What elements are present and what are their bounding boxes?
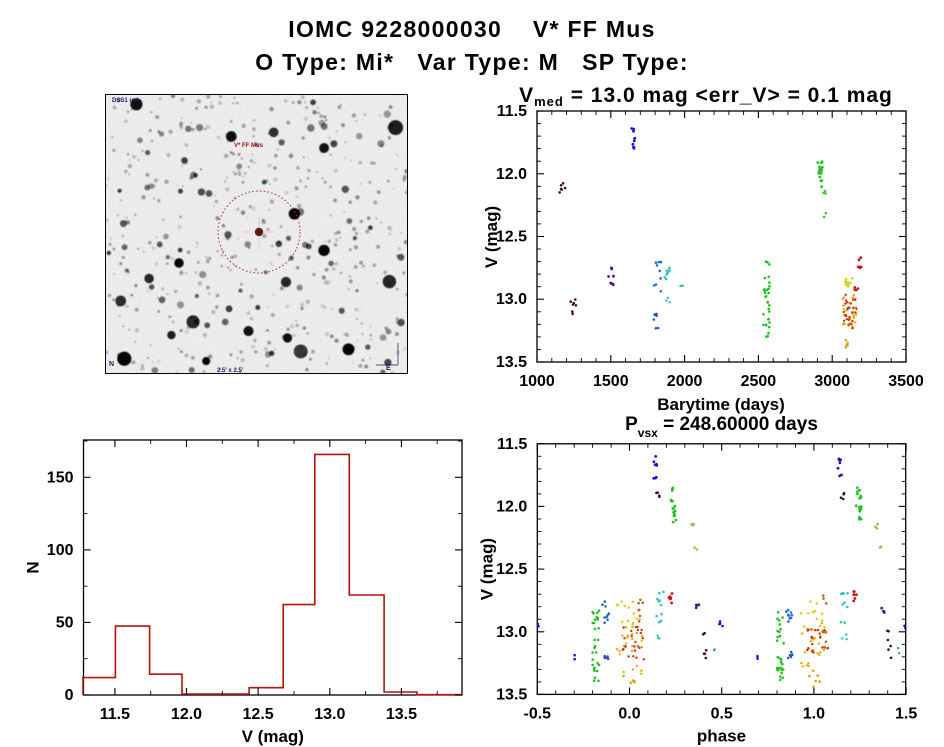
svg-text:12.5: 12.5 [243, 706, 274, 723]
svg-text:0.0: 0.0 [618, 705, 640, 722]
svg-text:12.0: 12.0 [171, 706, 202, 723]
svg-text:0: 0 [65, 687, 74, 704]
svg-text:2000: 2000 [667, 373, 703, 390]
svg-text:12.0: 12.0 [496, 498, 527, 515]
svg-text:100: 100 [47, 542, 74, 559]
svg-text:DSS1 red: DSS1 red [112, 98, 139, 104]
svg-text:12.5: 12.5 [496, 561, 527, 578]
svg-text:Barytime (days): Barytime (days) [657, 395, 785, 414]
svg-text:13.5: 13.5 [496, 686, 527, 703]
svg-text:3500: 3500 [888, 373, 924, 390]
svg-text:1.5: 1.5 [895, 705, 917, 722]
svg-text:11.5: 11.5 [100, 706, 130, 723]
svg-text:13.5: 13.5 [496, 354, 527, 371]
svg-text:13.0: 13.0 [314, 706, 345, 723]
svg-text:1000: 1000 [519, 373, 555, 390]
svg-text:-0.5: -0.5 [524, 705, 552, 722]
svg-text:V (mag): V (mag) [477, 538, 496, 600]
svg-text:0.5: 0.5 [711, 705, 733, 722]
svg-text:13.0: 13.0 [496, 291, 527, 308]
svg-text:1.0: 1.0 [803, 705, 825, 722]
svg-text:phase: phase [697, 726, 746, 745]
svg-text:N: N [24, 561, 43, 573]
svg-text:13.0: 13.0 [496, 624, 527, 641]
svg-text:2500: 2500 [741, 373, 777, 390]
svg-text:12.0: 12.0 [496, 166, 527, 183]
svg-text:2.5' x 2.5': 2.5' x 2.5' [217, 368, 244, 373]
svg-text:1500: 1500 [593, 373, 629, 390]
svg-text:11.5: 11.5 [497, 436, 527, 453]
svg-text:11.5: 11.5 [497, 103, 527, 120]
svg-text:150: 150 [47, 469, 74, 486]
svg-text:E: E [386, 365, 391, 372]
svg-text:V (mag): V (mag) [242, 727, 304, 746]
svg-text:50: 50 [56, 614, 74, 631]
svg-text:V (mag): V (mag) [482, 206, 501, 268]
svg-text:13.5: 13.5 [386, 706, 417, 723]
svg-text:N: N [109, 361, 114, 368]
svg-text:3000: 3000 [814, 373, 850, 390]
svg-text:V* FF Mus: V* FF Mus [234, 143, 264, 149]
